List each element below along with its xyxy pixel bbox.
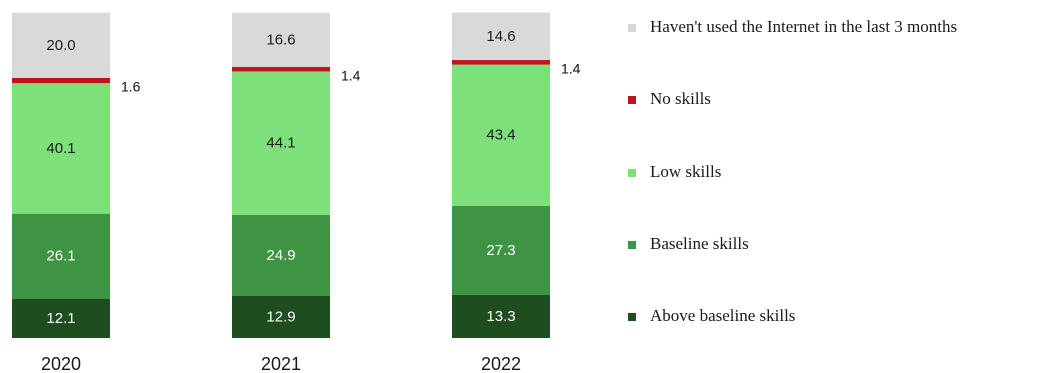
bar-2022: 13.3 27.3 43.4 1.4 14.6: [452, 12, 581, 338]
legend-item-haven-t-used-the-internet-in-the-last-3-months: Haven't used the Internet in the last 3 …: [628, 17, 957, 36]
legend-item-baseline-skills: Baseline skills: [628, 234, 749, 253]
data-label-haven-t-used-the-internet-in-the-last-3-months-2021: 16.6: [266, 31, 295, 48]
legend-swatch-no-skills: [628, 96, 636, 104]
data-label-above-baseline-skills-2022: 13.3: [486, 308, 515, 325]
legend-label-no-skills: No skills: [650, 89, 711, 108]
bars-group: 12.1 26.1 40.1 1.6 20.0 12.9 24.9 44.1 1.4 16.6 13…: [12, 12, 581, 338]
legend-swatch-low-skills: [628, 169, 636, 177]
bar-2020: 12.1 26.1 40.1 1.6 20.0: [12, 12, 141, 338]
legend-item-above-baseline-skills: Above baseline skills: [628, 306, 795, 325]
data-label-baseline-skills-2021: 24.9: [266, 247, 295, 264]
bar-segment-baseline-skills-2022: [452, 205, 550, 295]
bar-segment-haven-t-used-the-internet-in-the-last-3-months-2022: [452, 12, 550, 61]
bar-segment-low-skills-2020: [12, 83, 110, 214]
legend-label-haven-t-used-the-internet-in-the-last-3-months: Haven't used the Internet in the last 3 …: [650, 17, 957, 36]
bar-segment-haven-t-used-the-internet-in-the-last-3-months-2021: [232, 12, 330, 67]
data-label-no-skills-2020: 1.6: [121, 79, 141, 95]
bar-segment-no-skills-2021: [232, 66, 330, 72]
legend: Haven't used the Internet in the last 3 …: [628, 17, 957, 325]
bar-segment-haven-t-used-the-internet-in-the-last-3-months-2020: [12, 12, 110, 78]
data-label-low-skills-2022: 43.4: [486, 127, 515, 144]
x-tick-label-2021: 2021: [261, 354, 301, 373]
data-label-low-skills-2021: 44.1: [266, 135, 295, 152]
data-label-no-skills-2022: 1.4: [561, 61, 581, 77]
legend-swatch-baseline-skills: [628, 241, 636, 249]
x-axis-ticks: 2020 2021 2022: [41, 354, 521, 373]
data-label-above-baseline-skills-2020: 12.1: [46, 310, 75, 327]
data-label-baseline-skills-2020: 26.1: [46, 248, 75, 265]
legend-label-low-skills: Low skills: [650, 162, 721, 181]
bar-2021: 12.9 24.9 44.1 1.4 16.6: [232, 12, 361, 338]
legend-swatch-above-baseline-skills: [628, 313, 636, 321]
bar-segment-above-baseline-skills-2022: [452, 294, 550, 338]
data-label-baseline-skills-2022: 27.3: [486, 242, 515, 259]
legend-label-baseline-skills: Baseline skills: [650, 234, 749, 253]
legend-item-no-skills: No skills: [628, 89, 711, 108]
legend-swatch-haven-t-used-the-internet-in-the-last-3-months: [628, 24, 636, 32]
bar-segment-baseline-skills-2020: [12, 213, 110, 299]
bar-segment-no-skills-2022: [452, 60, 550, 65]
bar-segment-no-skills-2020: [12, 77, 110, 84]
bar-segment-above-baseline-skills-2020: [12, 298, 110, 338]
bar-segment-low-skills-2022: [452, 64, 550, 206]
data-label-haven-t-used-the-internet-in-the-last-3-months-2020: 20.0: [46, 37, 75, 54]
legend-item-low-skills: Low skills: [628, 162, 721, 181]
data-label-no-skills-2021: 1.4: [341, 68, 361, 84]
data-label-above-baseline-skills-2021: 12.9: [266, 309, 295, 326]
bar-segment-above-baseline-skills-2021: [232, 296, 330, 338]
bar-segment-low-skills-2021: [232, 71, 330, 215]
x-tick-label-2020: 2020: [41, 354, 81, 373]
data-label-low-skills-2020: 40.1: [46, 140, 75, 157]
x-tick-label-2022: 2022: [481, 354, 521, 373]
data-label-haven-t-used-the-internet-in-the-last-3-months-2022: 14.6: [486, 28, 515, 45]
bar-segment-baseline-skills-2021: [232, 214, 330, 297]
legend-label-above-baseline-skills: Above baseline skills: [650, 306, 795, 325]
